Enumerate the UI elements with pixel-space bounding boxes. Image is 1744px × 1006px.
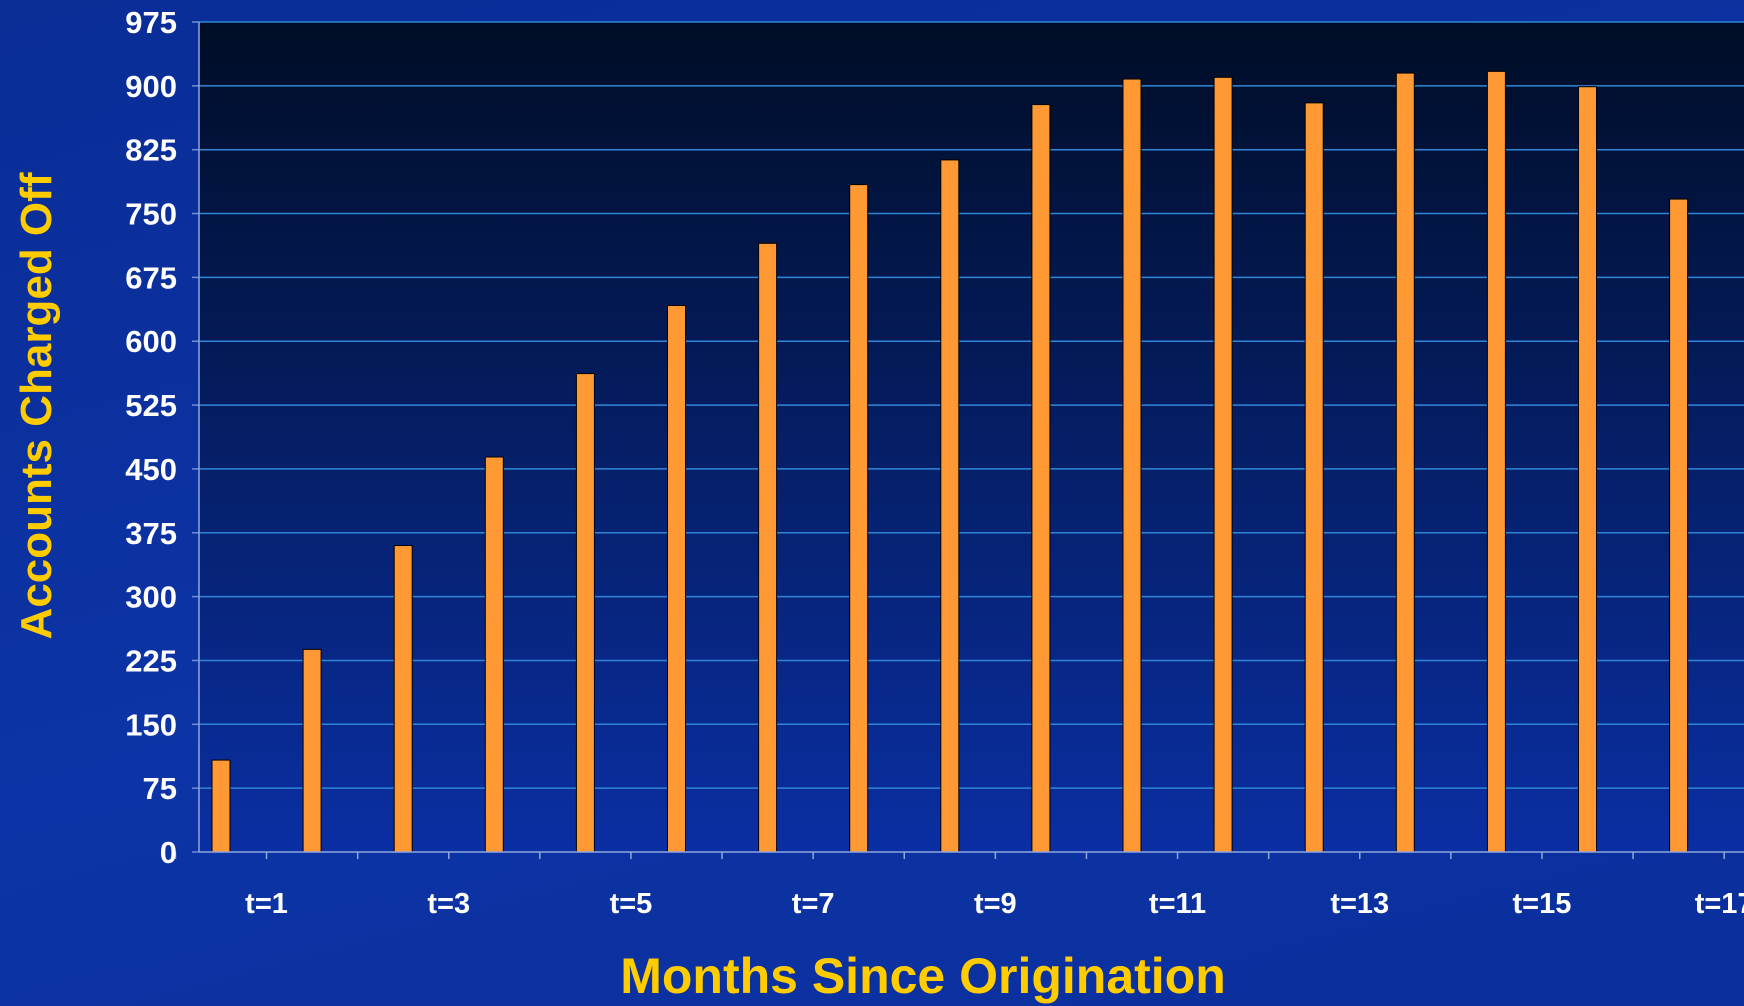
bar — [849, 184, 869, 853]
y-tick-label: 825 — [125, 133, 177, 168]
bar — [940, 159, 960, 853]
gridlines — [192, 21, 1744, 853]
bar — [1304, 102, 1324, 853]
bar — [484, 456, 504, 853]
y-tick-label: 900 — [125, 69, 177, 104]
x-tick-label: t=15 — [1513, 888, 1572, 920]
y-tick-label: 150 — [125, 707, 177, 742]
x-tick-label: t=7 — [792, 888, 835, 920]
x-tick-label: t=13 — [1330, 888, 1389, 920]
bar — [1031, 104, 1051, 853]
x-tick-label: t=5 — [610, 888, 653, 920]
plot-area — [199, 22, 1744, 852]
bar — [1213, 76, 1233, 853]
y-tick-label: 375 — [125, 516, 177, 551]
y-tick-label: 0 — [160, 835, 177, 870]
bar — [1122, 78, 1142, 853]
bar — [1578, 86, 1597, 853]
x-tick-label: t=1 — [245, 888, 288, 920]
y-tick-label: 525 — [125, 388, 177, 423]
bar — [393, 545, 413, 853]
y-tick-label: 675 — [125, 260, 177, 295]
x-tick-label: t=17 — [1695, 888, 1744, 920]
y-tick-label: 600 — [125, 324, 177, 359]
x-tick-label: t=3 — [427, 888, 470, 920]
x-tick-label: t=9 — [974, 888, 1017, 920]
bar — [667, 304, 686, 853]
bar — [758, 242, 778, 853]
x-tick-label: t=11 — [1149, 888, 1206, 920]
bar — [211, 759, 231, 853]
x-axis-title: Months Since Origination — [620, 948, 1226, 1004]
axes — [174, 22, 1744, 859]
y-tick-label: 225 — [125, 643, 177, 678]
y-tick-label: 750 — [125, 197, 177, 232]
y-tick-labels: 0 75 150 225 300 375 450 525 600 675 750 825 900 975 — [125, 5, 177, 870]
bar — [302, 648, 322, 853]
bar — [1395, 72, 1415, 853]
y-tick-label: 975 — [125, 5, 177, 40]
y-axis-title: Accounts Charged Off — [12, 172, 61, 639]
bar — [575, 373, 595, 853]
x-tick-labels: t=1t=3t=5t=7t=9t=11t=13t=15t=17t=19t=21t… — [245, 888, 1744, 920]
y-tick-label: 75 — [143, 771, 177, 806]
bar — [1486, 70, 1506, 853]
y-tick-label: 300 — [125, 580, 177, 615]
y-tick-label: 450 — [125, 452, 177, 487]
bar — [1669, 198, 1689, 853]
bars — [211, 70, 1689, 853]
